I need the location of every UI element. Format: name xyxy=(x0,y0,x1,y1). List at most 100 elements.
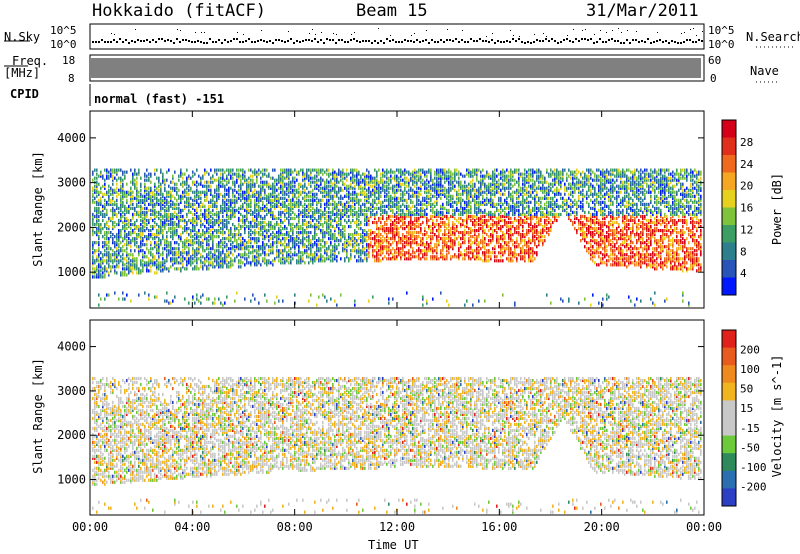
echo-cell xyxy=(266,233,268,237)
echo-cell xyxy=(196,206,198,211)
echo-cell xyxy=(192,249,194,253)
echo-cell xyxy=(130,222,132,227)
echo-cell xyxy=(236,239,238,243)
echo-cell xyxy=(290,206,292,211)
echo-cell xyxy=(112,210,114,215)
nsky-point xyxy=(128,42,130,44)
echo-cell xyxy=(222,178,224,182)
echo-cell xyxy=(194,255,196,259)
echo-cell xyxy=(370,228,372,233)
echo-cell xyxy=(144,194,146,198)
nsky-point xyxy=(545,38,547,40)
echo-cell xyxy=(134,263,136,267)
echo-cell xyxy=(264,226,266,231)
echo-cell xyxy=(274,202,276,206)
echo-cell xyxy=(142,263,144,267)
echo-cell xyxy=(284,182,286,186)
echo-cell xyxy=(356,220,358,225)
echo-cell xyxy=(298,218,300,223)
echo-cell xyxy=(252,237,254,241)
echo-cell xyxy=(282,204,284,208)
echo-cell xyxy=(376,235,378,239)
echo-cell xyxy=(254,263,256,267)
echo-cell xyxy=(404,214,406,219)
echo-cell xyxy=(396,210,398,215)
echo-cell xyxy=(112,233,114,237)
echo-cell xyxy=(266,202,268,206)
echo-cell xyxy=(140,182,142,186)
echo-cell xyxy=(280,190,282,194)
echo-cell xyxy=(126,200,128,204)
echo-cell xyxy=(280,210,282,215)
echo-cell xyxy=(162,237,164,241)
echo-cell xyxy=(162,228,164,233)
echo-cell xyxy=(374,186,376,190)
echo-cell xyxy=(222,174,224,178)
echo-cell xyxy=(350,170,352,174)
echo-cell xyxy=(148,190,150,194)
echo-cell xyxy=(98,273,100,277)
echo-cell xyxy=(378,186,380,190)
echo-cell xyxy=(272,216,274,221)
echo-cell xyxy=(150,243,152,247)
echo-cell xyxy=(228,186,230,190)
echo-cell xyxy=(318,210,320,215)
echo-cell xyxy=(232,198,234,202)
echo-cell xyxy=(350,249,352,253)
echo-cell xyxy=(132,265,134,269)
echo-cell xyxy=(182,208,184,213)
echo-cell xyxy=(238,247,240,251)
echo-cell xyxy=(232,253,234,257)
echo-cell xyxy=(274,194,276,198)
echo-cell xyxy=(226,224,228,229)
echo-cell xyxy=(284,212,286,217)
echo-cell xyxy=(332,172,334,176)
echo-cell xyxy=(386,235,388,239)
nsky-point xyxy=(404,39,406,41)
echo-cell xyxy=(158,267,160,271)
echo-cell xyxy=(210,251,212,255)
echo-cell xyxy=(92,200,94,204)
echo-cell xyxy=(178,194,180,198)
echo-cell xyxy=(254,184,256,188)
echo-cell xyxy=(326,253,328,257)
echo-cell xyxy=(284,200,286,204)
echo-cell xyxy=(330,249,332,253)
echo-cell xyxy=(410,212,412,217)
echo-cell xyxy=(302,257,304,261)
nsearch-point xyxy=(543,33,544,34)
nsearch-point xyxy=(354,32,355,33)
echo-cell xyxy=(382,168,384,172)
echo-cell xyxy=(348,243,350,247)
echo-cell xyxy=(178,218,180,223)
echo-cell xyxy=(280,261,282,265)
echo-cell xyxy=(164,259,166,263)
echo-cell xyxy=(370,206,372,211)
echo-cell xyxy=(268,220,270,225)
echo-cell xyxy=(198,190,200,194)
echo-cell xyxy=(362,190,364,194)
echo-cell xyxy=(122,170,124,174)
nsky-point xyxy=(176,38,178,40)
echo-cell xyxy=(380,212,382,217)
echo-cell xyxy=(136,182,138,186)
echo-cell xyxy=(256,249,258,253)
echo-cell xyxy=(136,261,138,265)
echo-cell xyxy=(358,247,360,251)
nsky-point xyxy=(347,41,349,43)
echo-cell xyxy=(268,245,270,249)
echo-cell xyxy=(324,186,326,190)
echo-cell xyxy=(98,182,100,186)
echo-cell xyxy=(354,241,356,245)
echo-cell xyxy=(282,200,284,204)
echo-cell xyxy=(234,235,236,239)
echo-cell xyxy=(216,198,218,202)
echo-cell xyxy=(104,273,106,277)
freq-series xyxy=(91,58,701,78)
echo-cell xyxy=(410,222,412,227)
nsky-point xyxy=(683,41,685,43)
echo-cell xyxy=(108,253,110,257)
echo-cell xyxy=(186,253,188,257)
echo-cell xyxy=(336,224,338,229)
echo-cell xyxy=(278,196,280,200)
